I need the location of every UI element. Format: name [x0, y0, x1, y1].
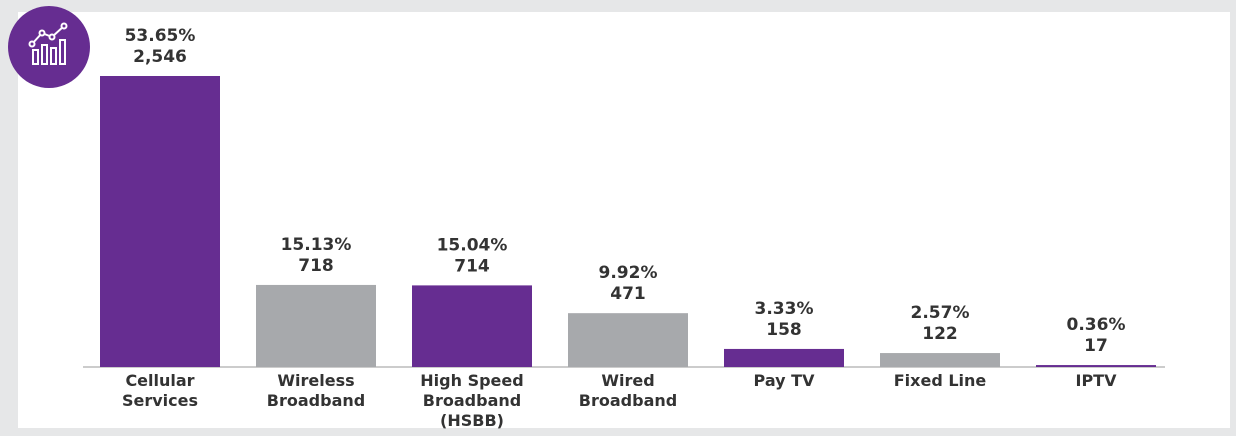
category-label: Wired Broadband	[578, 371, 678, 410]
percent-label: 53.65%	[125, 26, 196, 46]
value-label: 714	[454, 256, 490, 276]
bar	[412, 285, 532, 367]
percent-label: 3.33%	[755, 299, 814, 319]
bar	[256, 284, 376, 367]
category-label: Fixed Line	[893, 371, 987, 390]
category-label: Wireless Broadband	[266, 371, 366, 410]
category-label: IPTV	[1075, 371, 1117, 390]
icon	[8, 6, 90, 88]
bar	[100, 76, 220, 367]
percent-label: 15.13%	[281, 235, 352, 255]
bar	[880, 353, 1000, 367]
bar	[1036, 365, 1156, 367]
value-label: 158	[766, 320, 802, 340]
percent-label: 0.36%	[1067, 315, 1126, 335]
bar	[724, 348, 844, 367]
value-label: 2,546	[133, 47, 187, 67]
percent-label: 9.92%	[599, 263, 658, 283]
category-label: Pay TV	[753, 371, 815, 390]
category-label: High Speed Broadband (HSBB)	[420, 371, 524, 430]
value-label: 471	[610, 284, 646, 304]
value-label: 122	[922, 324, 958, 344]
bar	[568, 313, 688, 367]
percent-label: 2.57%	[911, 303, 970, 323]
percent-label: 15.04%	[437, 235, 508, 255]
value-label: 17	[1084, 336, 1108, 356]
category-label: Cellular Services	[121, 371, 199, 410]
value-label: 718	[298, 256, 334, 276]
